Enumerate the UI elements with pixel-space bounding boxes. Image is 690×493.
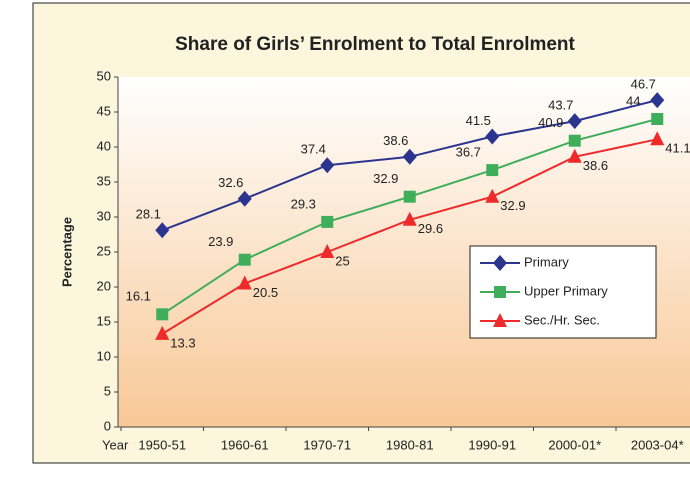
data-label: 38.6 (383, 133, 408, 148)
x-tick-label: 1950-51 (138, 437, 186, 452)
data-label: 41.5 (466, 113, 491, 128)
data-label: 20.5 (253, 285, 278, 300)
x-tick-label: 1960-61 (221, 437, 269, 452)
data-label: 13.3 (170, 335, 195, 350)
data-point (238, 253, 251, 266)
data-point (567, 148, 582, 163)
data-point (651, 113, 664, 125)
data-label: 16.1 (126, 289, 151, 304)
y-tick-label: 0 (104, 418, 111, 433)
data-label: 46.7 (631, 77, 656, 92)
data-point (155, 222, 170, 239)
x-tick-label: 1980-81 (386, 437, 434, 452)
chart-title: Share of Girls’ Enrolment to Total Enrol… (175, 34, 575, 55)
x-tick-label: 2000-01* (548, 437, 601, 452)
data-label: 41.1 (665, 141, 690, 156)
data-point (320, 157, 335, 174)
data-point (486, 164, 499, 177)
data-label: 29.6 (418, 221, 443, 236)
y-tick-label: 10 (97, 348, 111, 363)
data-point (567, 113, 582, 130)
data-label: 38.6 (583, 158, 608, 173)
legend-marker (493, 255, 507, 271)
data-point (237, 190, 252, 207)
data-label: 36.7 (456, 145, 481, 160)
data-point (485, 128, 500, 145)
data-point (321, 215, 334, 228)
x-tick-label: 1990-91 (468, 437, 516, 452)
data-label: 32.9 (373, 171, 398, 186)
y-tick-label: 30 (97, 208, 111, 223)
legend-label: Upper Primary (524, 283, 608, 298)
legend-label: Primary (524, 254, 569, 269)
data-label: 37.4 (301, 142, 326, 157)
x-axis-label: Year (102, 437, 129, 452)
data-point (320, 244, 335, 258)
legend-marker (494, 286, 506, 298)
legend-label: Sec./Hr. Sec. (524, 312, 600, 327)
y-tick-label: 5 (104, 383, 111, 398)
legend-marker (493, 313, 507, 327)
data-label: 44 (626, 93, 640, 108)
y-tick-label: 15 (97, 313, 111, 328)
data-point (156, 308, 169, 321)
data-label: 40.9 (538, 115, 563, 130)
x-tick-label: 1970-71 (303, 437, 351, 452)
data-point (403, 190, 416, 203)
data-label: 29.3 (291, 196, 316, 211)
data-point (485, 188, 500, 203)
data-point (402, 211, 417, 226)
data-point (650, 92, 665, 109)
data-label: 32.9 (500, 198, 525, 213)
x-tick-label: 2003-04* (631, 437, 684, 452)
data-label: 28.1 (136, 207, 161, 222)
data-label: 23.9 (208, 234, 233, 249)
data-label: 32.6 (218, 175, 243, 190)
data-point (237, 275, 252, 290)
y-axis-label: Percentage (59, 217, 74, 287)
data-label: 25 (335, 253, 349, 268)
y-tick-label: 50 (97, 68, 111, 83)
data-point (155, 325, 170, 340)
data-label: 43.7 (548, 98, 573, 113)
y-tick-label: 25 (97, 243, 111, 258)
data-point (402, 148, 417, 165)
y-tick-label: 40 (97, 138, 111, 153)
y-tick-label: 35 (97, 173, 111, 188)
data-point (650, 131, 665, 146)
y-tick-label: 20 (97, 278, 111, 293)
data-point (568, 134, 581, 147)
y-tick-label: 45 (97, 103, 111, 118)
